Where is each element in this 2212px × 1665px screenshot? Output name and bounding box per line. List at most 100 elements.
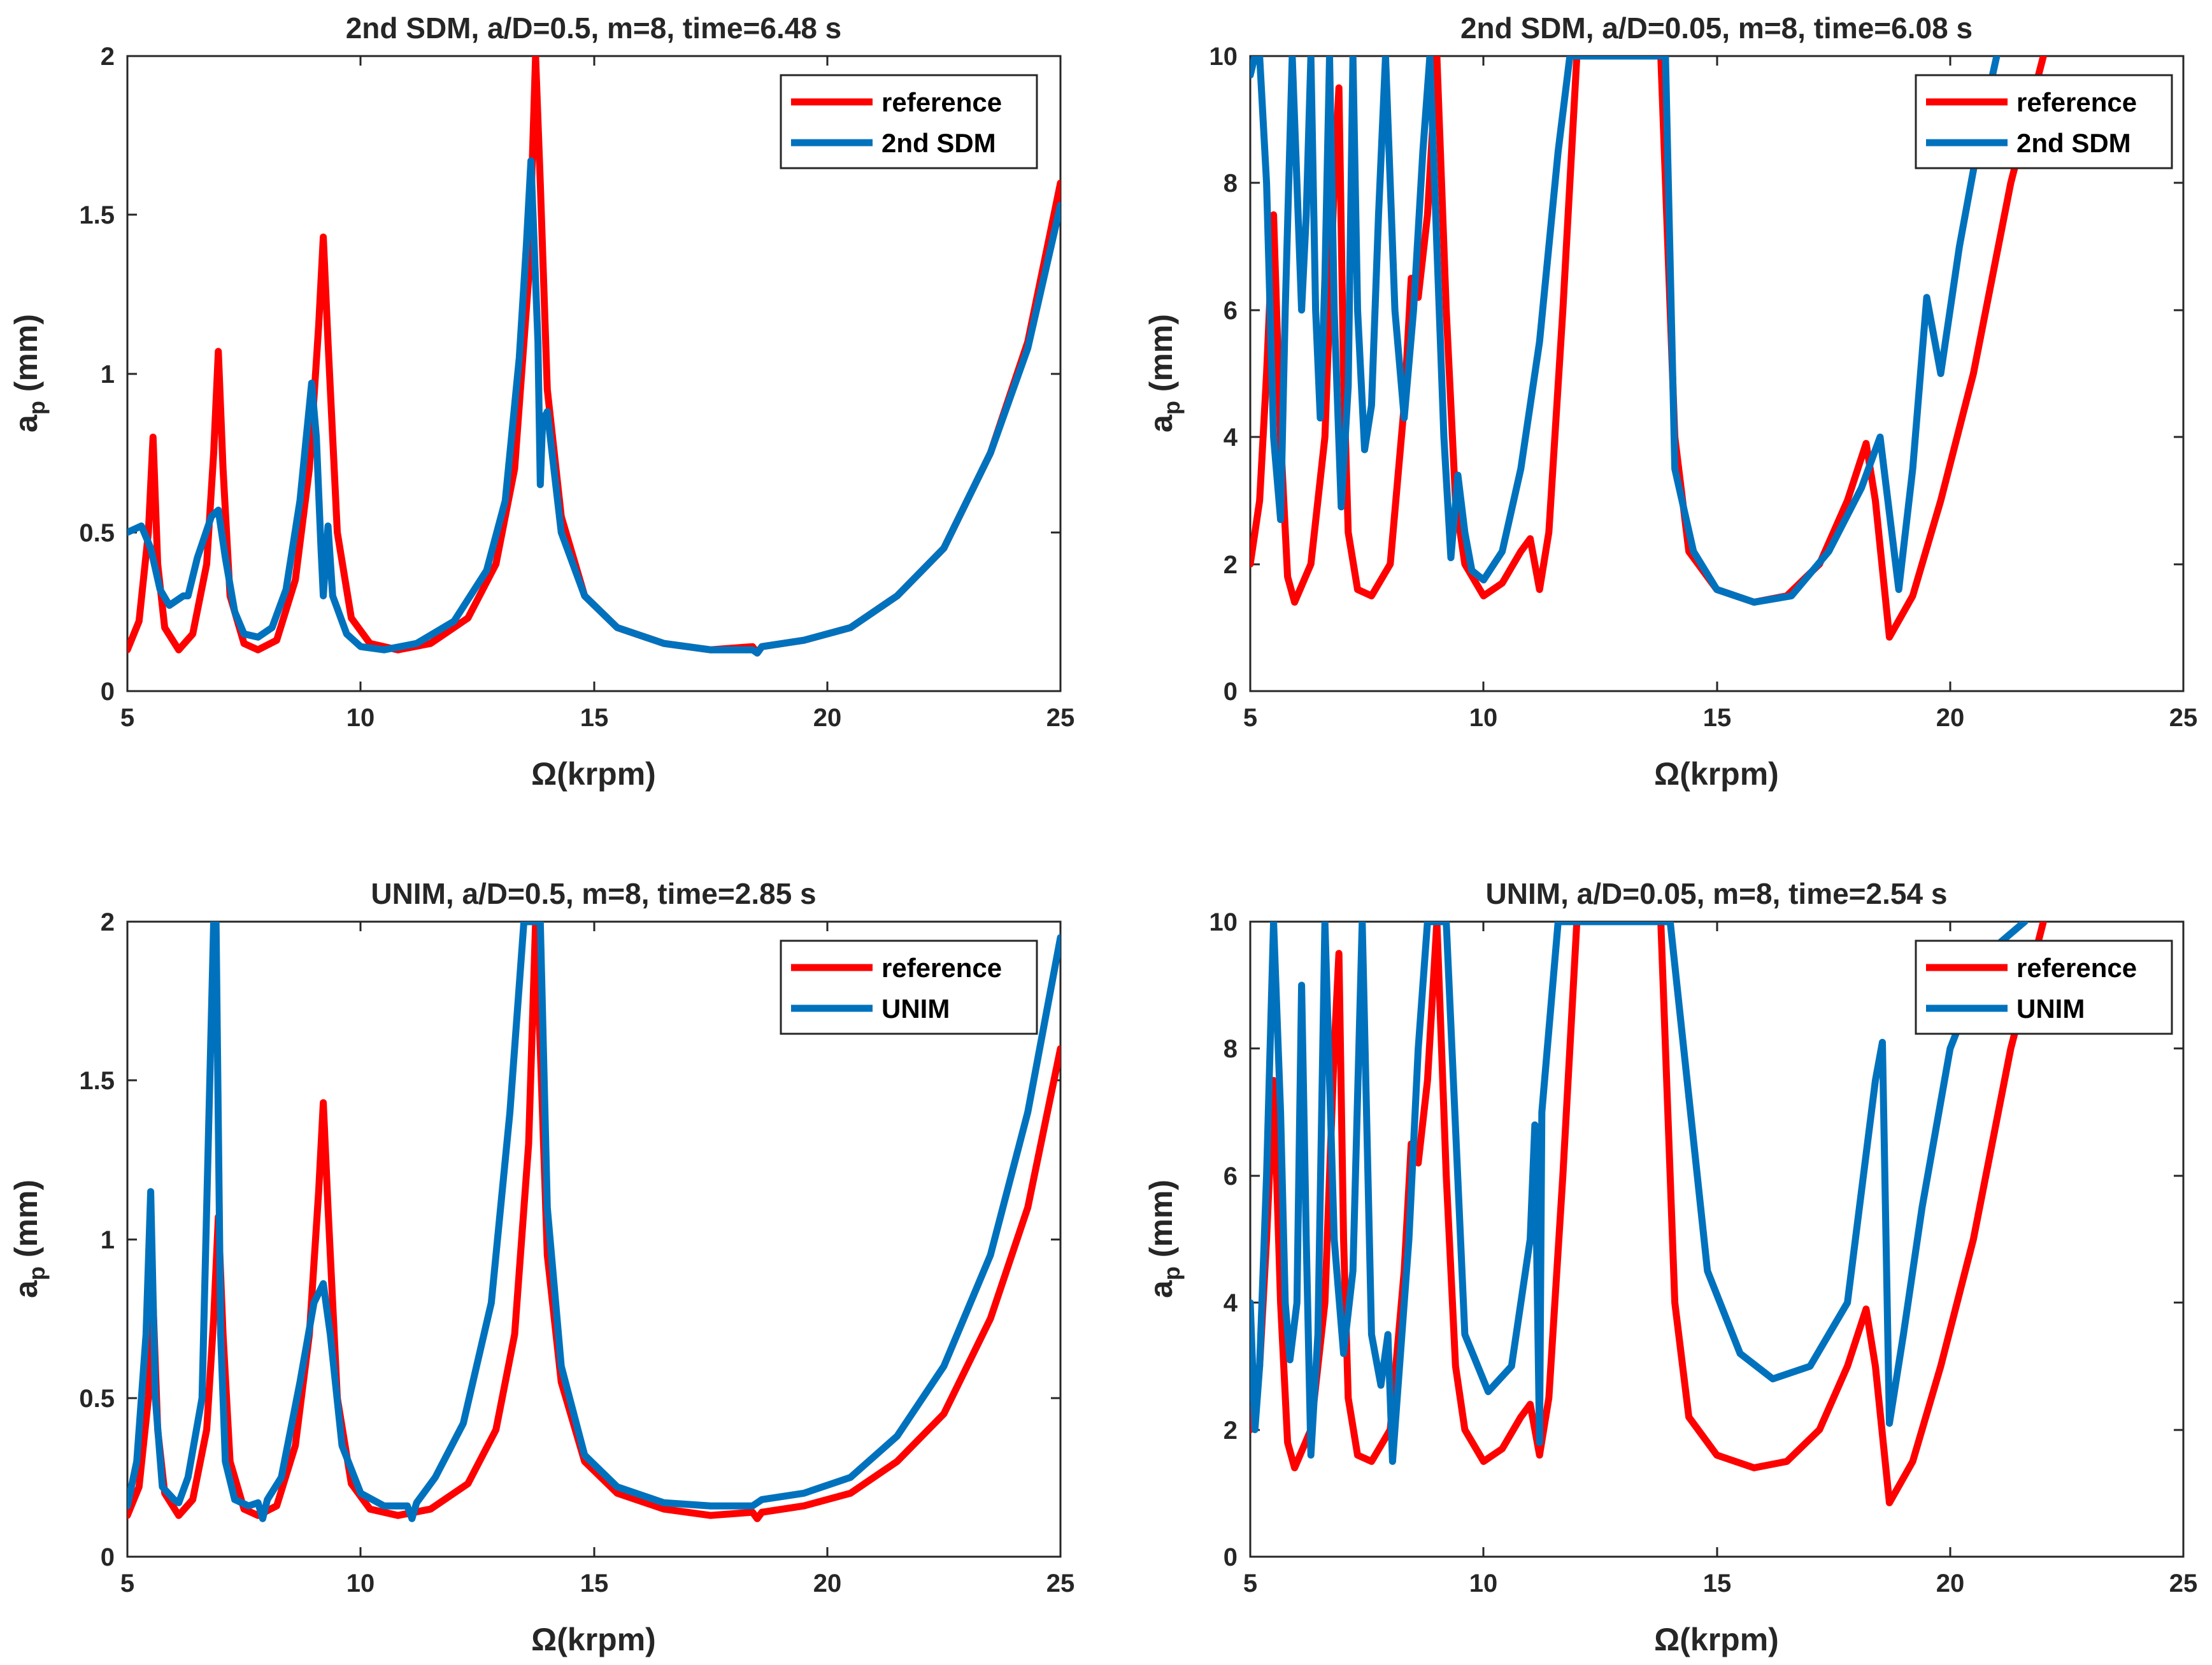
legend-box [1915, 940, 2173, 1035]
y-tick-label: 0 [101, 1543, 115, 1571]
x-ticks [126, 922, 1062, 1557]
y-tick-label: 1.5 [79, 201, 115, 229]
y-axis-label-main: a [8, 1280, 44, 1298]
chart-title: 2nd SDM, a/D=0.05, m=8, time=6.08 s [1460, 11, 1973, 45]
y-tick-label: 0 [101, 678, 115, 706]
y-tick-label: 1 [101, 1226, 115, 1254]
x-tick-label: 15 [580, 704, 609, 732]
y-tick-labels: 0 0.5 1 1.5 2 [79, 908, 115, 1571]
legend: reference 2nd SDM [780, 74, 1038, 169]
x-tick-labels: 5 10 15 20 25 [1243, 704, 2197, 732]
y-axis-label: ap (mm) [1143, 1180, 1185, 1298]
legend-box [1915, 74, 2173, 169]
y-tick-label: 8 [1224, 169, 1238, 197]
series-line-unim [127, 922, 1060, 1522]
x-tick-labels: 5 10 15 20 25 [120, 704, 1074, 732]
panel-bottom-left: UNIM, a/D=0.5, m=8, time=2.85 s 5 10 15 … [8, 877, 1074, 1657]
y-axis-label-sub: p [1159, 1266, 1185, 1280]
legend: reference UNIM [780, 940, 1038, 1035]
x-tick-label: 25 [2169, 704, 2198, 732]
x-tick-label: 25 [1046, 704, 1075, 732]
panel-top-right: 2nd SDM, a/D=0.05, m=8, time=6.08 s 5 10… [1143, 11, 2197, 792]
series-group [1250, 56, 2047, 641]
x-tick-label: 20 [1936, 1569, 1965, 1597]
x-tick-labels: 5 10 15 20 25 [1243, 1569, 2197, 1597]
series-group [127, 56, 1060, 657]
y-tick-label: 0.5 [79, 519, 115, 547]
x-tick-label: 5 [120, 704, 134, 732]
chart-title: 2nd SDM, a/D=0.5, m=8, time=6.48 s [346, 11, 842, 45]
x-tick-label: 25 [2169, 1569, 2198, 1597]
x-tick-label: 20 [813, 704, 842, 732]
x-axis-label: Ω(krpm) [1654, 1622, 1779, 1657]
x-tick-label: 10 [1469, 1569, 1498, 1597]
y-ticks [127, 920, 1060, 1558]
x-ticks [1249, 922, 2185, 1557]
y-axis-label-main: a [1143, 1280, 1179, 1298]
x-tick-label: 10 [346, 704, 375, 732]
x-axis-label: Ω(krpm) [531, 1622, 656, 1657]
x-tick-label: 5 [1243, 704, 1257, 732]
x-tick-labels: 5 10 15 20 25 [120, 1569, 1074, 1597]
y-tick-label: 2 [101, 908, 115, 936]
y-axis-label: ap (mm) [8, 1180, 50, 1298]
x-tick-label: 10 [346, 1569, 375, 1597]
y-axis-label-sub: p [24, 401, 50, 415]
y-axis-label-sub: p [24, 1266, 50, 1280]
y-axis-label-main: a [1143, 414, 1179, 432]
x-tick-label: 25 [1046, 1569, 1075, 1597]
y-tick-label: 0 [1224, 1543, 1238, 1571]
y-tick-label: 10 [1209, 43, 1238, 71]
series-line-2nd-sdm [1250, 56, 2001, 606]
series-line-reference [127, 922, 1060, 1522]
y-tick-label: 8 [1224, 1035, 1238, 1063]
chart-title: UNIM, a/D=0.5, m=8, time=2.85 s [371, 877, 816, 910]
legend-label-reference: reference [881, 87, 1002, 117]
legend-label-unim: UNIM [2016, 994, 2085, 1024]
y-axis-label-unit: (mm) [8, 1180, 44, 1266]
x-tick-label: 20 [813, 1569, 842, 1597]
legend-label-2nd-sdm: 2nd SDM [881, 128, 996, 158]
legend-label-unim: UNIM [881, 994, 950, 1024]
panel-bottom-right: UNIM, a/D=0.05, m=8, time=2.54 s 5 10 15… [1143, 877, 2197, 1657]
x-ticks [126, 56, 1062, 691]
x-tick-label: 15 [1703, 704, 1732, 732]
y-axis-label-unit: (mm) [8, 314, 44, 401]
legend-box [780, 74, 1038, 169]
series-line-unim [1250, 922, 2029, 1465]
x-tick-label: 20 [1936, 704, 1965, 732]
x-axis-label: Ω(krpm) [531, 756, 656, 792]
series-line-2nd-sdm [127, 157, 1060, 657]
x-tick-label: 15 [1703, 1569, 1732, 1597]
series-group [1250, 922, 2047, 1506]
y-axis-label-unit: (mm) [1143, 314, 1179, 401]
y-tick-label: 4 [1224, 1289, 1238, 1317]
y-tick-label: 1 [101, 361, 115, 389]
legend: reference 2nd SDM [1915, 74, 2173, 169]
panel-top-left: 2nd SDM, a/D=0.5, m=8, time=6.48 s 5 10 … [8, 11, 1074, 792]
x-tick-label: 15 [580, 1569, 609, 1597]
legend-label-2nd-sdm: 2nd SDM [2016, 128, 2131, 158]
y-axis-label: ap (mm) [8, 314, 50, 432]
y-tick-label: 4 [1224, 424, 1238, 452]
x-tick-label: 5 [1243, 1569, 1257, 1597]
series-line-reference [1250, 922, 2047, 1506]
chart-title: UNIM, a/D=0.05, m=8, time=2.54 s [1486, 877, 1948, 910]
y-tick-labels: 0 0.5 1 1.5 2 [79, 43, 115, 706]
y-tick-labels: 0 2 4 6 8 10 [1209, 908, 1238, 1571]
y-tick-label: 2 [101, 43, 115, 71]
x-axis-label: Ω(krpm) [1654, 756, 1779, 792]
series-group [127, 922, 1060, 1522]
y-axis-label: ap (mm) [1143, 314, 1185, 432]
x-tick-label: 5 [120, 1569, 134, 1597]
y-axis-label-unit: (mm) [1143, 1180, 1179, 1266]
x-tick-label: 10 [1469, 704, 1498, 732]
y-tick-label: 0.5 [79, 1385, 115, 1413]
y-axis-label-sub: p [1159, 401, 1185, 415]
legend-label-reference: reference [881, 953, 1002, 983]
series-line-reference [1250, 56, 2047, 641]
y-tick-labels: 0 2 4 6 8 10 [1209, 43, 1238, 706]
y-tick-label: 6 [1224, 297, 1238, 325]
legend: reference UNIM [1915, 940, 2173, 1035]
